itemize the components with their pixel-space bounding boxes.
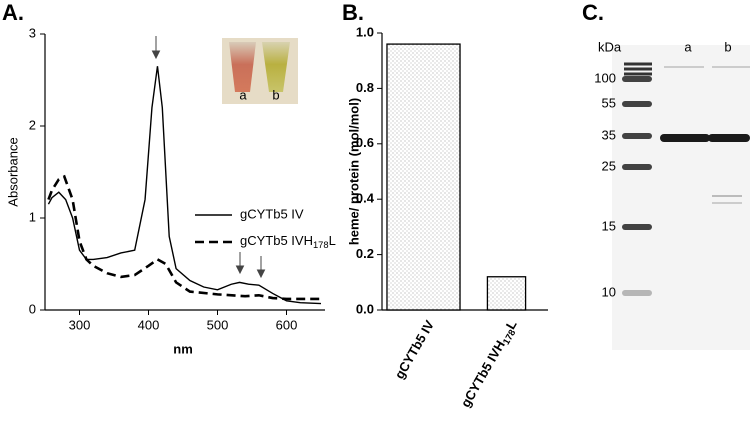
y-tick-label: 2 xyxy=(29,117,36,132)
x-tick-label: 500 xyxy=(207,317,229,332)
ladder-label: 10 xyxy=(602,284,616,299)
panel-label: A. xyxy=(2,0,24,25)
arrows xyxy=(151,36,266,279)
panel-label: B. xyxy=(342,0,364,25)
ladder-band xyxy=(622,164,652,170)
y-tick-label: 3 xyxy=(29,25,36,40)
legend-label: gCYTb5 IV xyxy=(240,206,304,221)
lane-label: b xyxy=(724,39,731,54)
inset-label: a xyxy=(239,87,247,102)
ladder-band xyxy=(624,62,652,66)
ladder-label: 15 xyxy=(602,218,616,233)
y-axis-label: heme/ protein (mol/mol) xyxy=(346,98,361,245)
x-tick-label: 300 xyxy=(69,317,91,332)
ladder-band xyxy=(622,224,652,230)
y-tick-label: 0.0 xyxy=(356,301,374,316)
series-line xyxy=(47,66,322,305)
y-tick-label: 0.6 xyxy=(356,135,374,150)
ladder-label: 100 xyxy=(594,70,616,85)
x-tick-label: gCYTb5 IV xyxy=(392,317,438,381)
x-tick-label: 400 xyxy=(138,317,160,332)
x-axis-label: nm xyxy=(173,341,193,356)
series-line xyxy=(47,174,321,301)
y-tick-label: 0.4 xyxy=(356,191,375,206)
panel-label: C. xyxy=(582,0,604,25)
y-tick-label: 1.0 xyxy=(356,24,374,39)
gel xyxy=(612,45,750,350)
bar xyxy=(386,43,461,311)
y-tick-label: 0.2 xyxy=(356,246,374,261)
tube-a xyxy=(229,42,256,92)
faint-band xyxy=(712,66,750,68)
ladder-label: 35 xyxy=(602,127,616,142)
ladder-band xyxy=(624,72,652,76)
faint-band xyxy=(712,202,742,204)
ladder-label: 55 xyxy=(602,95,616,110)
lane-label: a xyxy=(684,39,692,54)
faint-band xyxy=(712,195,742,197)
lane-band xyxy=(708,134,750,142)
y-tick-label: 1 xyxy=(29,209,36,224)
x-tick-label: gCYTb5 IVH178L xyxy=(458,318,522,411)
legend-label: gCYTb5 IVH178L xyxy=(240,233,336,250)
faint-band xyxy=(664,66,704,68)
bar xyxy=(486,276,527,311)
ladder-band xyxy=(622,101,652,107)
y-tick-label: 0 xyxy=(29,301,36,316)
tube-b xyxy=(262,42,290,92)
x-tick-label: 600 xyxy=(276,317,298,332)
inset-label: b xyxy=(272,87,279,102)
unit-label: kDa xyxy=(598,39,622,54)
y-axis-label: Absorbance xyxy=(5,137,20,206)
ladder-band xyxy=(622,290,652,296)
ladder-band xyxy=(622,133,652,139)
ladder-band xyxy=(622,76,652,82)
ladder-label: 25 xyxy=(602,158,616,173)
y-tick-label: 0.8 xyxy=(356,80,374,95)
ladder-band xyxy=(624,67,652,71)
lane-band xyxy=(660,134,710,142)
